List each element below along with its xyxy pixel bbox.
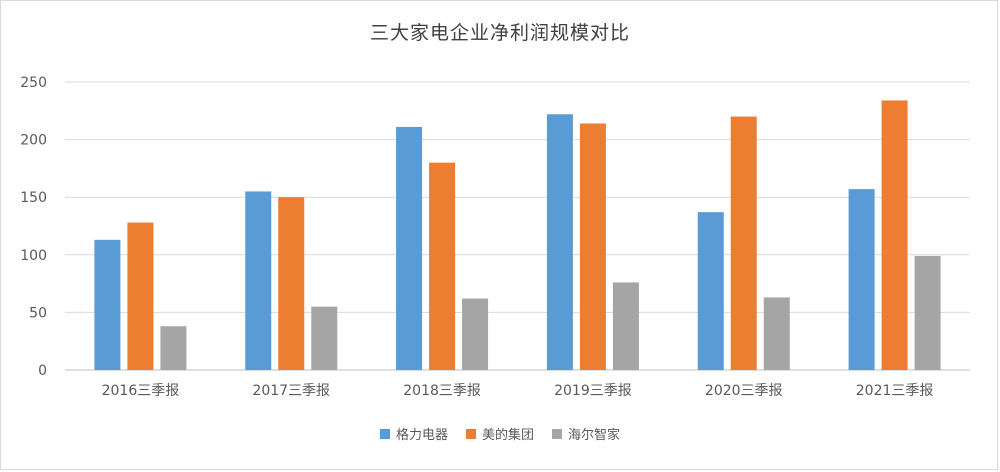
bar — [763, 297, 790, 370]
bar — [396, 126, 423, 370]
legend: 格力电器 美的集团 海尔智家 — [0, 424, 1000, 443]
bar — [462, 298, 489, 370]
legend-swatch-midea — [465, 428, 476, 439]
x-tick-label: 2018三季报 — [403, 383, 481, 399]
y-tick-label: 250 — [20, 75, 47, 91]
legend-label-haier: 海尔智家 — [568, 428, 621, 443]
bar — [579, 123, 606, 370]
legend-label-gree: 格力电器 — [395, 428, 448, 443]
legend-item-gree: 格力电器 — [379, 424, 448, 443]
x-tick-label: 2019三季报 — [554, 383, 632, 399]
legend-item-haier: 海尔智家 — [552, 424, 620, 443]
bar — [127, 222, 154, 370]
y-tick-label: 100 — [20, 248, 47, 264]
bar — [697, 212, 724, 370]
bar — [914, 255, 941, 370]
legend-swatch-haier — [552, 428, 562, 439]
bar — [429, 162, 456, 370]
bar — [848, 189, 875, 370]
chart-title: 三大家电企业净利润规模对比 — [369, 22, 630, 44]
x-tick-label: 2021三季报 — [856, 383, 934, 399]
bar — [245, 191, 272, 370]
x-tick-label: 2017三季报 — [252, 383, 330, 399]
bar — [311, 306, 338, 370]
bar — [546, 114, 573, 370]
x-tick-label: 2020三季报 — [705, 383, 783, 399]
bar — [612, 282, 639, 370]
bar — [278, 197, 305, 370]
y-tick-label: 150 — [20, 190, 47, 206]
y-tick-label: 0 — [38, 363, 47, 379]
legend-swatch-gree — [379, 428, 390, 439]
legend-label-midea: 美的集团 — [481, 428, 534, 443]
x-tick-label: 2016三季报 — [102, 383, 180, 399]
bar — [94, 239, 121, 370]
legend-item-midea: 美的集团 — [465, 424, 534, 443]
bar — [881, 100, 908, 370]
bar — [160, 326, 187, 370]
bar — [730, 116, 757, 370]
y-tick-label: 200 — [20, 133, 47, 149]
y-tick-label: 50 — [29, 305, 47, 321]
